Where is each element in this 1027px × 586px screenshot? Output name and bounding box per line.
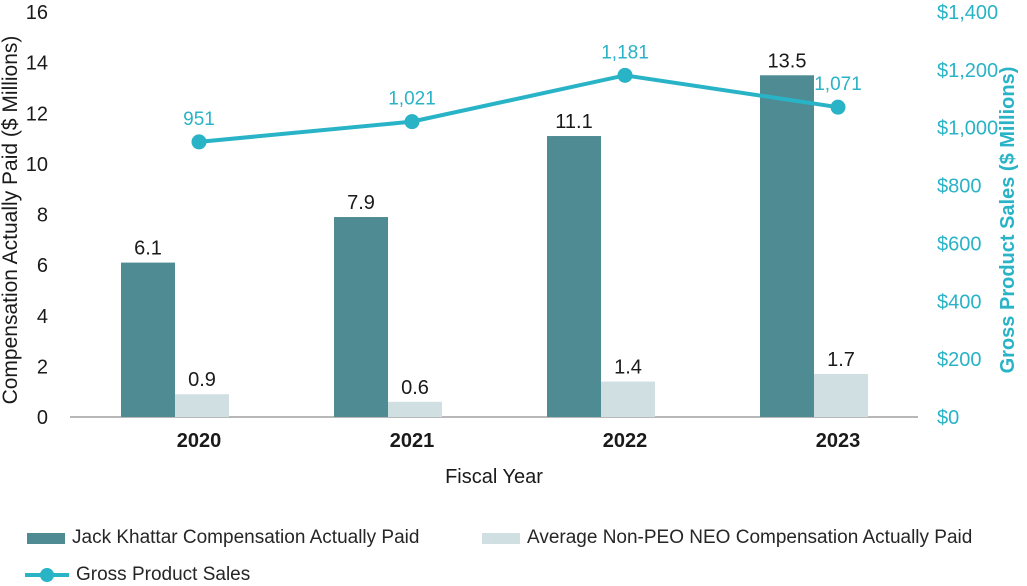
x-axis-tick-label: 2020 bbox=[177, 430, 222, 452]
left-axis-tick-label: 2 bbox=[37, 356, 48, 378]
x-axis-tick-label: 2023 bbox=[816, 430, 861, 452]
bar-peo-2023 bbox=[760, 75, 814, 417]
line-gross-product-sales bbox=[198, 73, 839, 144]
bar-data-label: 13.5 bbox=[768, 50, 807, 72]
legend-line-marker-icon bbox=[25, 568, 69, 582]
bar-data-label: 0.6 bbox=[401, 377, 429, 399]
right-axis-tick-label: $800 bbox=[937, 176, 982, 198]
bar-data-label: 11.1 bbox=[555, 111, 592, 133]
bar-neo-2023 bbox=[814, 373, 868, 417]
line-data-label: 1,071 bbox=[814, 74, 862, 95]
legend-swatch-dark-bar bbox=[27, 532, 65, 544]
line-data-label: 1,181 bbox=[601, 42, 649, 63]
legend-label: Jack Khattar Compensation Actually Paid bbox=[72, 527, 420, 548]
chart-legend: Jack Khattar Compensation Actually Paid … bbox=[0, 519, 1027, 585]
right-axis-tick-label: $400 bbox=[937, 291, 982, 313]
bar-data-label: 0.9 bbox=[188, 369, 216, 391]
line-data-label: 1,021 bbox=[388, 89, 436, 110]
line-data-label: 951 bbox=[183, 109, 215, 130]
bar-peo-2022 bbox=[547, 136, 601, 417]
legend-item-avg-non-peo-neo-compensation: Average Non-PEO NEO Compensation Actuall… bbox=[482, 527, 972, 549]
left-axis-tick-label: 10 bbox=[26, 154, 48, 176]
right-axis-title: Gross Product Sales ($ Millions) bbox=[997, 67, 1019, 374]
right-axis-tick-label: $200 bbox=[937, 349, 982, 371]
plot-area: 0 2 4 6 8 10 12 14 16 $0 $200 $400 $600 $800 $1,000 $1,… bbox=[26, 2, 998, 452]
right-axis-tick-label: $1,200 bbox=[937, 60, 998, 82]
line-marker-2021 bbox=[404, 114, 420, 130]
left-axis-tick-label: 8 bbox=[37, 205, 48, 227]
legend-item-jack-khattar-compensation: Jack Khattar Compensation Actually Paid bbox=[27, 527, 419, 549]
bar-neo-2021 bbox=[388, 401, 442, 417]
right-axis-tick-label: $1,400 bbox=[937, 2, 998, 24]
left-axis-tick-label: 0 bbox=[37, 407, 48, 429]
line-marker-2020 bbox=[191, 134, 207, 150]
bar-data-label: 1.4 bbox=[614, 357, 642, 379]
right-axis-tick-label: $600 bbox=[937, 233, 982, 255]
legend-swatch-light-bar bbox=[482, 532, 520, 544]
right-axis-tick-label: $0 bbox=[937, 407, 959, 429]
legend-label: Gross Product Sales bbox=[76, 564, 251, 585]
bar-data-label: 1.7 bbox=[827, 349, 855, 371]
bar-neo-2020 bbox=[175, 394, 229, 417]
legend-item-gross-product-sales: Gross Product Sales bbox=[25, 564, 250, 586]
bar-peo-2021 bbox=[334, 217, 388, 417]
x-axis-tick-label: 2021 bbox=[390, 430, 435, 452]
bar-data-label: 7.9 bbox=[347, 192, 375, 214]
left-axis-tick-label: 12 bbox=[26, 103, 48, 125]
legend-label: Average Non-PEO NEO Compensation Actuall… bbox=[527, 527, 973, 548]
combo-chart: 0 2 4 6 8 10 12 14 16 $0 $200 $400 $600 $800 $1,000 $1,… bbox=[0, 2, 1019, 488]
x-axis-title: Fiscal Year bbox=[445, 466, 543, 488]
bar-neo-2022 bbox=[601, 381, 655, 417]
left-axis-tick-label: 16 bbox=[26, 2, 48, 24]
left-axis-tick-label: 4 bbox=[37, 306, 48, 328]
left-axis-tick-label: 6 bbox=[37, 255, 48, 277]
right-axis-tick-label: $1,000 bbox=[937, 118, 998, 140]
line-marker-2023 bbox=[830, 99, 846, 115]
line-marker-2022 bbox=[617, 67, 633, 83]
x-axis-tick-label: 2022 bbox=[603, 430, 648, 452]
bar-peo-2020 bbox=[121, 262, 175, 417]
left-axis-title: Compensation Actually Paid ($ Millions) bbox=[0, 36, 22, 405]
left-axis-tick-label: 14 bbox=[26, 53, 48, 75]
bar-data-label: 6.1 bbox=[134, 238, 162, 260]
